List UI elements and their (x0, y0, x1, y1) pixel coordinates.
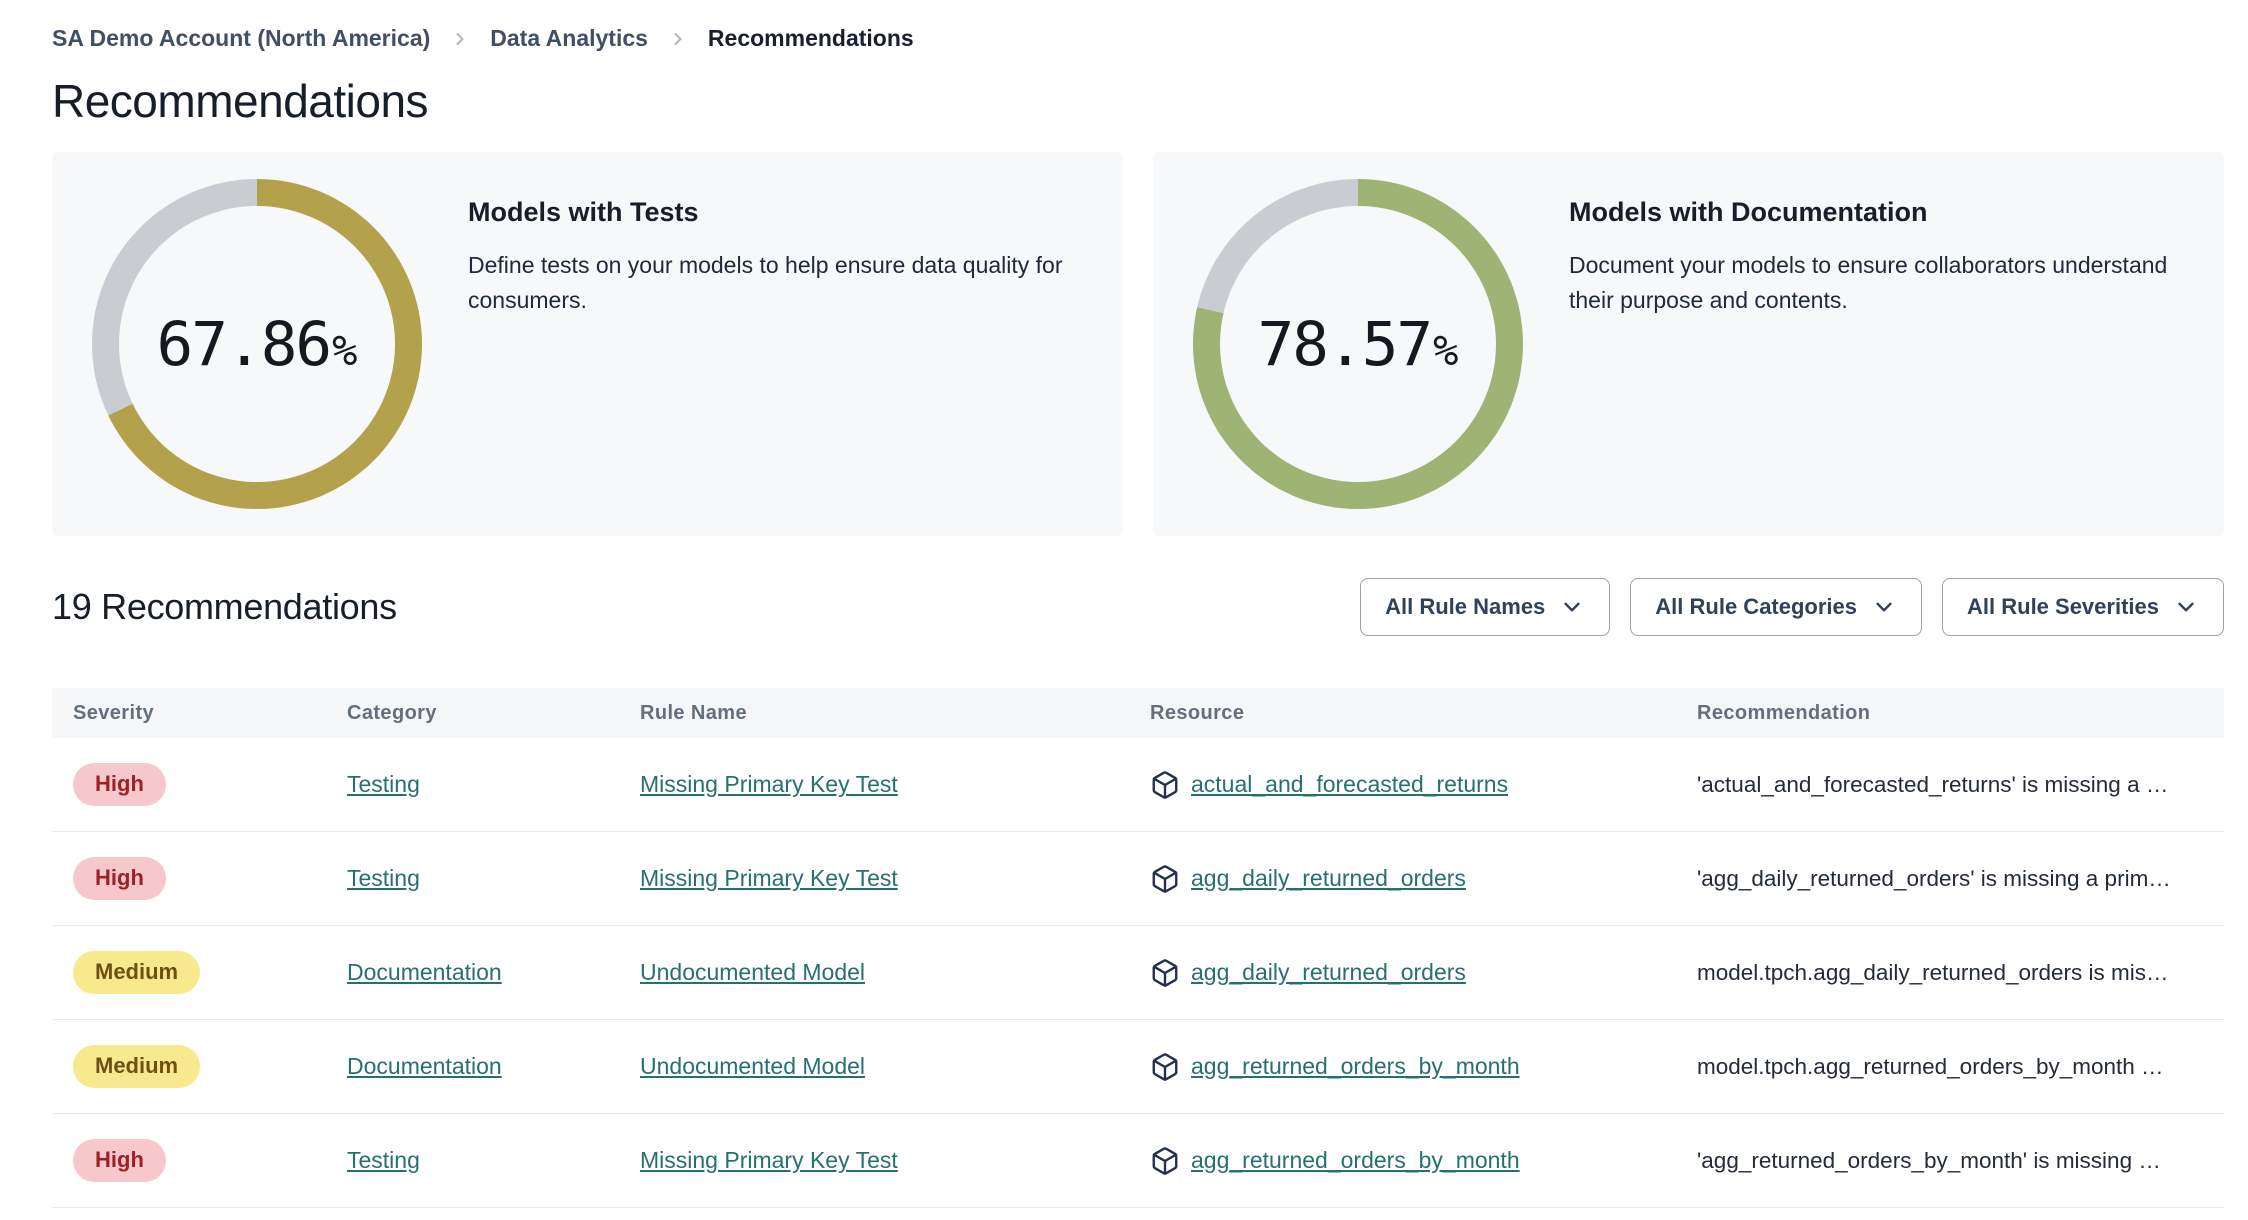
card-models-with-documentation: 78.57% Models with Documentation Documen… (1153, 152, 2224, 536)
table-row: High Testing Missing Primary Key Test ac… (52, 738, 2224, 832)
model-cube-icon (1152, 1052, 1178, 1081)
resource-link[interactable]: agg_returned_orders_by_month (1191, 1147, 1520, 1173)
filter-bar: All Rule Names All Rule Categories All R… (1360, 578, 2224, 636)
table-row: Medium Documentation Undocumented Model … (52, 926, 2224, 1020)
recommendations-table: Severity Category Rule Name Resource Rec… (52, 688, 2224, 1208)
table-row: Medium Documentation Undocumented Model … (52, 1020, 2224, 1114)
resource-link[interactable]: actual_and_forecasted_returns (1191, 771, 1509, 797)
model-cube-icon (1152, 1146, 1178, 1175)
table-body: High Testing Missing Primary Key Test ac… (52, 738, 2224, 1208)
rule-severities-filter-dropdown[interactable]: All Rule Severities (1942, 578, 2224, 636)
category-link[interactable]: Documentation (347, 959, 502, 985)
recommendations-list-header: 19 Recommendations All Rule Names All Ru… (52, 578, 2224, 636)
category-link[interactable]: Testing (347, 1147, 420, 1173)
category-link[interactable]: Testing (347, 865, 420, 891)
chevron-right-icon (668, 29, 688, 49)
table-row: High Testing Missing Primary Key Test ag… (52, 832, 2224, 926)
tests-coverage-value: 67.86% (156, 308, 358, 380)
rule-name-link[interactable]: Undocumented Model (640, 959, 866, 985)
resource-link[interactable]: agg_returned_orders_by_month (1191, 1053, 1520, 1079)
breadcrumb-current: Recommendations (707, 25, 914, 51)
column-header-recommendation: Recommendation (1697, 701, 1871, 724)
chevron-down-icon (2178, 602, 2194, 612)
chevron-down-icon (1564, 602, 1580, 612)
column-header-rule-name: Rule Name (640, 701, 747, 724)
category-link[interactable]: Documentation (347, 1053, 502, 1079)
recommendation-text: 'actual_and_forecasted_returns' is missi… (1697, 771, 2169, 797)
card-description: Document your models to ensure collabora… (1569, 252, 2168, 313)
breadcrumb-project-link[interactable]: Data Analytics (490, 25, 648, 51)
rule-name-link[interactable]: Missing Primary Key Test (640, 771, 898, 797)
rule-name-link[interactable]: Undocumented Model (640, 1053, 866, 1079)
model-cube-icon (1152, 958, 1178, 987)
rule-categories-filter-dropdown[interactable]: All Rule Categories (1630, 578, 1923, 636)
chevron-right-icon (450, 29, 470, 49)
model-cube-icon (1152, 864, 1178, 893)
card-title: Models with Tests (468, 197, 699, 227)
recommendation-text: 'agg_returned_orders_by_month' is missin… (1697, 1147, 2161, 1173)
recommendation-text: 'agg_daily_returned_orders' is missing a… (1697, 865, 2171, 891)
rule-name-link[interactable]: Missing Primary Key Test (640, 1147, 898, 1173)
resource-link[interactable]: agg_daily_returned_orders (1191, 959, 1466, 985)
table-header-row: Severity Category Rule Name Resource Rec… (52, 688, 2224, 738)
tests-coverage-donut-chart: 67.86% (92, 179, 422, 509)
severity-badge: High (73, 763, 166, 806)
column-header-category: Category (347, 701, 437, 724)
severity-badge: Medium (73, 1045, 201, 1088)
severity-badge: High (73, 1139, 166, 1182)
rule-name-link[interactable]: Missing Primary Key Test (640, 865, 898, 891)
summary-cards: 67.86% Models with Tests Define tests on… (52, 152, 2224, 536)
resource-link[interactable]: agg_daily_returned_orders (1191, 865, 1466, 891)
recommendation-text: model.tpch.agg_daily_returned_orders is … (1697, 959, 2169, 985)
breadcrumb-account-link[interactable]: SA Demo Account (North America) (52, 25, 431, 51)
severity-badge: High (73, 857, 166, 900)
model-cube-icon (1152, 770, 1178, 799)
card-title: Models with Documentation (1569, 197, 1928, 227)
column-header-severity: Severity (73, 701, 155, 724)
documentation-coverage-donut-chart: 78.57% (1193, 179, 1523, 509)
category-link[interactable]: Testing (347, 771, 420, 797)
recommendation-text: model.tpch.agg_returned_orders_by_month … (1697, 1053, 2164, 1079)
rule-names-filter-dropdown[interactable]: All Rule Names (1360, 578, 1611, 636)
page-title: Recommendations (52, 75, 429, 127)
chevron-down-icon (1876, 602, 1892, 612)
card-models-with-tests: 67.86% Models with Tests Define tests on… (52, 152, 1123, 536)
card-description: Define tests on your models to help ensu… (468, 252, 1063, 313)
recommendations-count-title: 19 Recommendations (52, 586, 397, 627)
documentation-coverage-value: 78.57% (1257, 308, 1459, 380)
column-header-resource: Resource (1150, 701, 1245, 724)
severity-badge: Medium (73, 951, 201, 994)
breadcrumb: SA Demo Account (North America) Data Ana… (52, 25, 2224, 52)
table-row: High Testing Missing Primary Key Test ag… (52, 1114, 2224, 1208)
